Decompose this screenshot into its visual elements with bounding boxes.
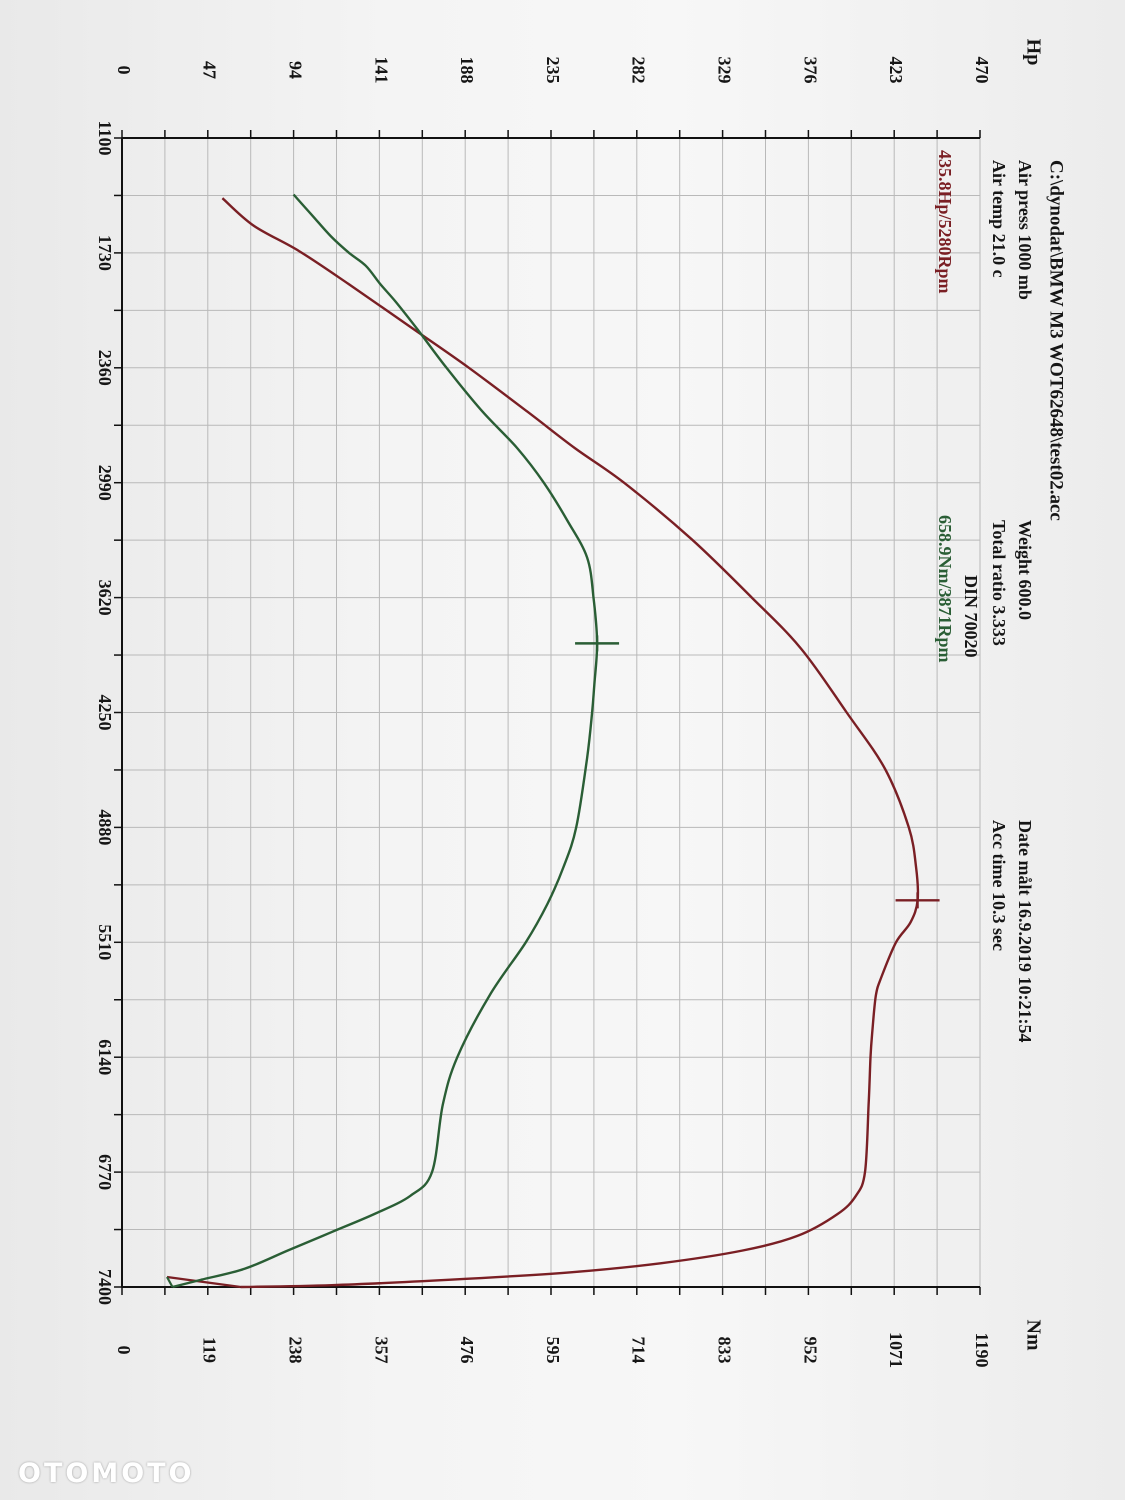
air-temp: Air temp 21.0 c	[989, 160, 1009, 278]
rpm-tick-label: 1730	[95, 235, 115, 271]
nm-tick-label: 952	[800, 1337, 820, 1364]
nm-tick-label: 0	[114, 1346, 134, 1355]
hp-tick-label: 0	[114, 66, 134, 75]
otomoto-watermark: OTOMOTO	[18, 1458, 195, 1489]
hp-tick-label: 423	[886, 57, 906, 84]
hp-tick-label: 235	[543, 57, 563, 84]
hp-tick-label: 141	[371, 57, 391, 84]
plot-frame	[114, 130, 981, 1295]
rpm-tick-label: 4250	[95, 695, 115, 731]
rpm-tick-label: 1100	[95, 120, 115, 155]
nm-tick-label: 595	[543, 1337, 563, 1364]
hp-tick-label: 282	[629, 57, 649, 84]
labels: 1100 1730 2360 2990 3620 4250 4880 5510 6140 6770…	[95, 39, 1067, 1368]
din-standard: DIN 70020	[961, 575, 981, 658]
hp-tick-label: 188	[457, 57, 477, 84]
hp-tick-label: 94	[285, 61, 305, 79]
nm-tick-label: 238	[285, 1337, 305, 1364]
rpm-tick-label: 6770	[95, 1154, 115, 1190]
hp-tick-label: 329	[714, 57, 734, 84]
test-date: Date målt 16.9.2019 10:21:54	[1015, 820, 1035, 1042]
peak-power-label: 435.8Hp/5280Rpm	[935, 150, 955, 294]
rpm-tick-label: 6140	[95, 1039, 115, 1075]
rpm-tick-label: 3620	[95, 580, 115, 616]
nm-unit-label: Nm	[1022, 1319, 1044, 1350]
power-curve	[221, 197, 920, 1289]
acc-time: Acc time 10.3 sec	[989, 820, 1009, 951]
nm-tick-label: 476	[457, 1337, 477, 1364]
file-path: C:\dynodat\BMW M3 WOT62648\test02.acc	[1046, 160, 1067, 521]
hp-tick-label: 376	[800, 57, 820, 84]
nm-tick-label: 714	[629, 1337, 649, 1364]
torque-curve-tail	[166, 1276, 174, 1288]
rpm-tick-label: 2360	[95, 350, 115, 386]
nm-tick-label: 1190	[972, 1332, 992, 1367]
rpm-tick-label: 4880	[95, 809, 115, 845]
torque-curve	[172, 193, 599, 1289]
weight: Weight 600.0	[1015, 520, 1035, 620]
hp-tick-label: 470	[972, 57, 992, 84]
nm-tick-label: 1071	[886, 1332, 906, 1368]
hp-unit-label: Hp	[1022, 39, 1044, 66]
nm-tick-label: 357	[371, 1337, 391, 1364]
peak-markers	[575, 635, 940, 909]
nm-tick-label: 833	[714, 1337, 734, 1364]
rpm-tick-label: 5510	[95, 924, 115, 960]
series-layer	[166, 193, 920, 1289]
total-ratio: Total ratio 3.333	[989, 520, 1009, 646]
hp-tick-label: 47	[200, 61, 220, 79]
power-curve-tail	[166, 1275, 241, 1289]
rpm-tick-label: 7400	[95, 1269, 115, 1305]
air-press: Air press 1000 mb	[1015, 160, 1035, 300]
nm-tick-label: 119	[200, 1337, 220, 1363]
grid	[121, 137, 981, 1288]
peak-torque-label: 658.9Nm/3871Rpm	[935, 515, 955, 663]
rpm-tick-label: 2990	[95, 465, 115, 501]
